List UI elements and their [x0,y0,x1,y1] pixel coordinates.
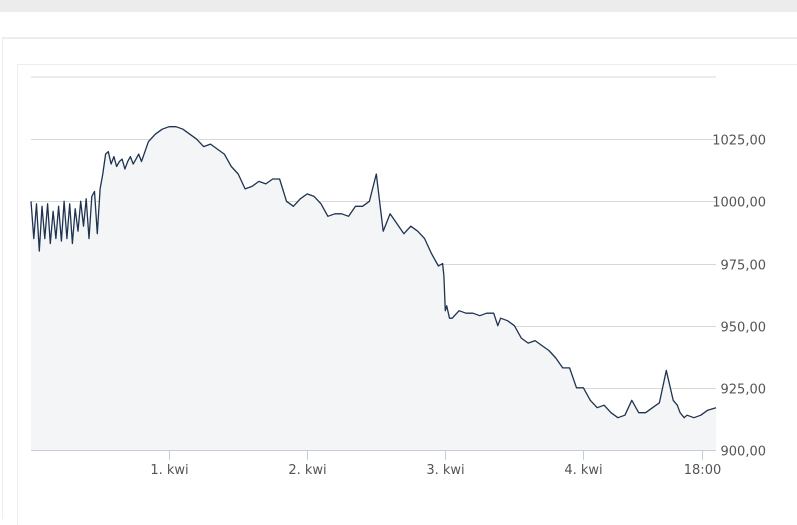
series-area [31,126,716,450]
x-tick-label: 2. kwi [288,463,326,478]
y-tick-label: 975,00 [721,259,767,274]
x-tick-label: 4. kwi [564,463,602,478]
x-tick-label: 3. kwi [426,463,464,478]
series-line [30,126,717,419]
y-axis-ticks: 900,00 925,00 950,00 975,00 1000,00 1025,00 [712,134,766,460]
x-axis-ticks: 1. kwi 2. kwi 3. kwi 4. kwi 18:00 [150,450,721,478]
top-bar [0,0,797,12]
y-tick-label: 1000,00 [712,196,766,211]
y-tick-label: 950,00 [721,321,767,336]
y-tick-label: 1025,00 [712,134,766,149]
price-chart[interactable]: 1. kwi 2. kwi 3. kwi 4. kwi 18:00 900,00 925,… [0,0,797,506]
x-tick-label: 1. kwi [150,463,188,478]
y-tick-label: 925,00 [721,383,767,398]
y-tick-label: 900,00 [721,445,767,460]
x-tick-label: 18:00 [684,463,721,478]
